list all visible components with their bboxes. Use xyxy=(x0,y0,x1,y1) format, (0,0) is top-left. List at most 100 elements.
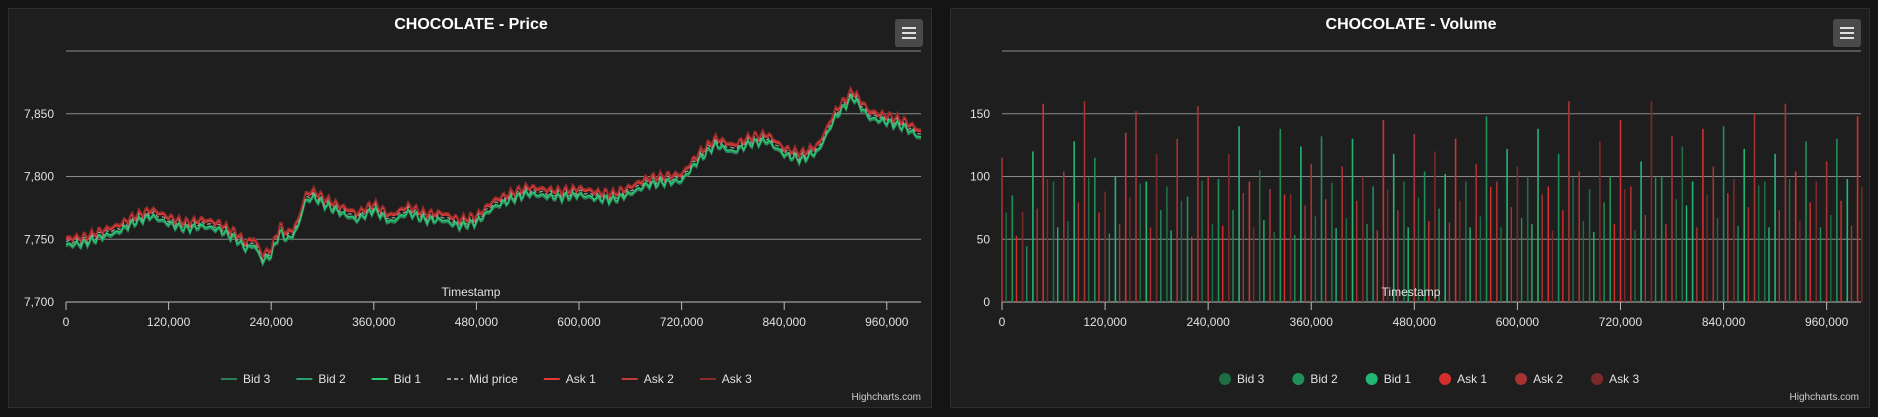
price-legend-item[interactable]: Bid 1 xyxy=(371,372,422,386)
volume-bar xyxy=(1825,161,1828,302)
volume-bar xyxy=(1160,210,1162,302)
price-legend-item[interactable]: Ask 2 xyxy=(621,372,674,386)
volume-legend-item[interactable]: Ask 3 xyxy=(1591,372,1639,386)
price-x-tick-label: 240,000 xyxy=(250,315,294,329)
price-legend-item[interactable]: Mid price xyxy=(447,372,518,386)
volume-bar xyxy=(1129,197,1131,302)
volume-bar xyxy=(1186,196,1189,302)
price-series-line xyxy=(65,85,922,257)
volume-bar xyxy=(1438,208,1440,302)
volume-bar xyxy=(1248,181,1251,302)
volume-bar xyxy=(1094,157,1096,302)
volume-bar xyxy=(1850,225,1853,302)
volume-bar xyxy=(1145,181,1148,302)
price-series-line xyxy=(65,87,922,260)
price-x-tick-label: 360,000 xyxy=(352,315,396,329)
volume-bar xyxy=(1417,197,1420,302)
volume-bar xyxy=(1423,171,1426,302)
price-legend-item[interactable]: Bid 2 xyxy=(296,372,346,386)
volume-bar xyxy=(1568,101,1570,302)
volume-bar xyxy=(1747,207,1750,302)
volume-bar xyxy=(1289,194,1292,302)
volume-bar xyxy=(1273,232,1275,302)
volume-bar xyxy=(1654,177,1657,302)
volume-bar xyxy=(1640,161,1642,302)
volume-bar xyxy=(1784,103,1787,302)
price-x-tick-label: 600,000 xyxy=(557,315,601,329)
volume-bar xyxy=(1382,120,1385,302)
volume-bar xyxy=(1042,103,1044,302)
volume-bar xyxy=(1366,224,1368,302)
volume-bar xyxy=(1706,194,1708,302)
volume-bar xyxy=(1088,177,1090,302)
volume-bar xyxy=(1454,138,1457,302)
volume-bar xyxy=(1696,227,1698,302)
volume-legend-item[interactable]: Ask 2 xyxy=(1515,372,1563,386)
volume-bar xyxy=(1217,179,1220,302)
volume-bar xyxy=(1114,176,1117,302)
volume-bar xyxy=(1572,177,1574,302)
volume-bar xyxy=(1325,199,1327,302)
volume-x-tick-label: 0 xyxy=(999,315,1006,329)
price-series-line xyxy=(65,90,922,262)
highcharts-credit[interactable]: Highcharts.com xyxy=(851,392,921,403)
volume-bar xyxy=(1392,153,1395,302)
volume-x-tick-label: 840,000 xyxy=(1702,315,1746,329)
volume-bar xyxy=(1098,212,1100,302)
price-series-line xyxy=(65,92,922,265)
hamburger-menu-icon[interactable] xyxy=(1833,19,1861,47)
volume-bar xyxy=(1506,148,1508,302)
price-x-tick-label: 0 xyxy=(63,315,70,329)
volume-bar xyxy=(1345,218,1348,302)
volume-legend-item[interactable]: Ask 1 xyxy=(1439,372,1487,386)
volume-bar xyxy=(1778,210,1780,302)
volume-legend-item[interactable]: Bid 2 xyxy=(1292,372,1338,386)
volume-bar xyxy=(1733,179,1735,302)
volume-bar xyxy=(1774,153,1776,302)
price-series-line xyxy=(65,94,922,266)
volume-bar xyxy=(1526,176,1529,302)
highcharts-credit[interactable]: Highcharts.com xyxy=(1789,392,1859,403)
volume-bar xyxy=(1815,181,1818,302)
volume-bar xyxy=(1139,183,1141,302)
volume-bar xyxy=(1197,106,1199,302)
price-legend-label: Bid 3 xyxy=(243,372,271,386)
volume-bar xyxy=(1283,194,1286,302)
volume-bar xyxy=(1475,163,1477,302)
volume-bar xyxy=(1619,120,1622,302)
price-legend-item[interactable]: Ask 1 xyxy=(543,372,596,386)
volume-legend-label: Ask 3 xyxy=(1609,372,1639,386)
volume-bar xyxy=(1551,230,1554,302)
volume-bar xyxy=(1104,191,1106,302)
price-legend-item[interactable]: Bid 3 xyxy=(221,372,271,386)
volume-bar xyxy=(1211,224,1214,302)
volume-bar xyxy=(1768,227,1770,302)
volume-bar xyxy=(1015,235,1018,302)
volume-bar xyxy=(1263,220,1265,302)
volume-bar xyxy=(1176,138,1178,302)
volume-bar xyxy=(1011,195,1014,302)
volume-bar xyxy=(1547,186,1550,302)
volume-bar xyxy=(1403,181,1405,302)
volume-legend-label: Bid 3 xyxy=(1237,372,1265,386)
price-series-line xyxy=(65,86,922,259)
hamburger-menu-icon[interactable] xyxy=(895,19,923,47)
volume-bar xyxy=(1191,236,1193,302)
volume-bar xyxy=(1335,228,1337,302)
volume-bar xyxy=(1166,186,1168,302)
volume-bar xyxy=(1252,227,1255,302)
volume-x-tick-label: 480,000 xyxy=(1393,315,1437,329)
volume-bar xyxy=(1537,128,1539,302)
volume-bar xyxy=(1057,227,1059,302)
volume-x-tick-label: 960,000 xyxy=(1805,315,1849,329)
volume-bar xyxy=(1372,186,1374,302)
volume-bar xyxy=(1819,227,1822,302)
volume-legend-item[interactable]: Bid 3 xyxy=(1219,372,1265,386)
price-y-tick-label: 7,750 xyxy=(24,232,54,246)
volume-legend-symbol xyxy=(1365,373,1378,385)
volume-bar xyxy=(1681,146,1684,302)
volume-legend-item[interactable]: Bid 1 xyxy=(1365,372,1412,386)
price-legend-item[interactable]: Ask 3 xyxy=(699,372,752,386)
volume-bar xyxy=(1671,136,1673,302)
volume-bar xyxy=(1046,179,1049,302)
